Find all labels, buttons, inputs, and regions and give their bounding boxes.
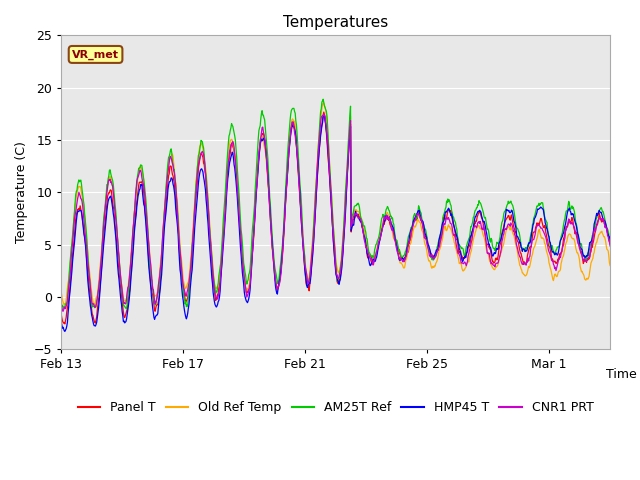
X-axis label: Time: Time (605, 368, 636, 381)
Text: VR_met: VR_met (72, 49, 119, 60)
Title: Temperatures: Temperatures (283, 15, 388, 30)
Y-axis label: Temperature (C): Temperature (C) (15, 142, 28, 243)
Legend: Panel T, Old Ref Temp, AM25T Ref, HMP45 T, CNR1 PRT: Panel T, Old Ref Temp, AM25T Ref, HMP45 … (72, 396, 598, 420)
